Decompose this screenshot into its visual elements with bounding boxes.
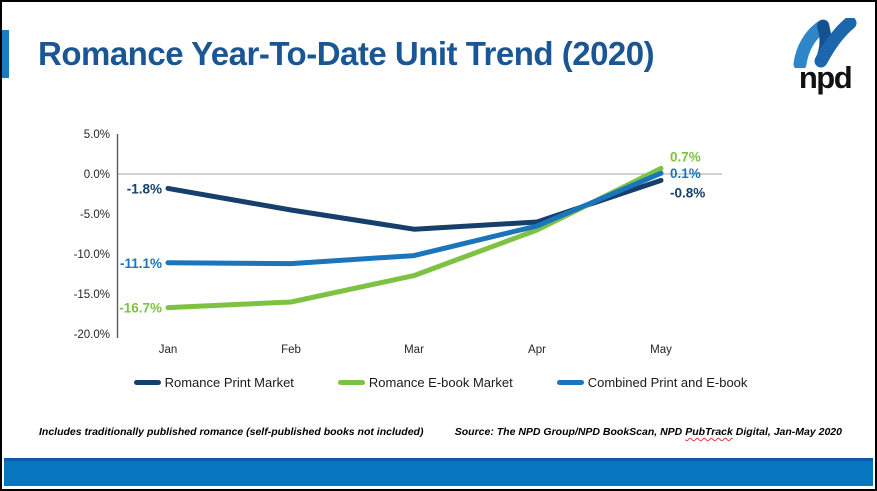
source-note: Source: The NPD Group/NPD BookScan, NPD … (362, 426, 842, 438)
series-line-combined-print-and-e-book (165, 170, 664, 267)
series-line-romance-e-book-market (165, 165, 664, 311)
y-tick-label: -15.0% (74, 289, 110, 301)
npd-logo-icon (793, 18, 857, 68)
legend-swatch-icon (133, 379, 161, 385)
npd-logo-text: npd (798, 60, 853, 95)
y-tick-label: 5.0% (84, 129, 110, 141)
x-tick-label-jan: Jan (159, 344, 178, 356)
data-label-first-combined-print-and-e-book: -11.1% (120, 256, 162, 271)
y-tick-label: 0.0% (84, 169, 110, 181)
legend-item-combined-print-and-e-book: Combined Print and E-book (556, 374, 748, 390)
data-label-last-combined-print-and-e-book: 0.1% (670, 166, 701, 181)
bottom-bar (4, 458, 873, 486)
source-note-flagged-word: PubTrack (685, 426, 733, 438)
x-tick-label-feb: Feb (281, 344, 301, 356)
npd-logo: npd (785, 18, 865, 102)
y-tick-label: -5.0% (80, 209, 110, 221)
x-tick-label-may: May (650, 344, 672, 356)
chart-legend: Romance Print Market Romance E-book Marke… (2, 372, 875, 392)
legend-swatch-icon (337, 379, 365, 385)
y-tick-label: -10.0% (74, 249, 110, 261)
legend-swatch-icon (556, 379, 584, 385)
data-label-first-romance-print-market: -1.8% (127, 181, 162, 196)
x-tick-label-apr: Apr (528, 344, 546, 356)
legend-label: Combined Print and E-book (587, 374, 748, 390)
legend-label: Romance Print Market (164, 374, 294, 390)
page-title: Romance Year-To-Date Unit Trend (2020) (38, 35, 655, 72)
data-label-last-romance-e-book-market: 0.7% (670, 149, 701, 164)
source-note-suffix: Digital, Jan-May 2020 (732, 426, 842, 438)
x-tick-label-mar: Mar (404, 344, 424, 356)
y-tick-label: -20.0% (74, 329, 110, 341)
data-label-first-romance-e-book-market: -16.7% (119, 301, 162, 316)
legend-item-romance-print-market: Romance Print Market (133, 374, 294, 390)
legend-label: Romance E-book Market (368, 374, 513, 390)
series-line-romance-print-market (165, 177, 664, 232)
footnote: Includes traditionally published romance… (39, 426, 424, 438)
source-note-prefix: Source: The NPD Group/NPD BookScan, NPD (454, 426, 686, 438)
data-label-last-romance-print-market: -0.8% (670, 185, 705, 200)
legend-item-romance-e-book-market: Romance E-book Market (337, 374, 513, 390)
title-accent-bar (2, 30, 9, 78)
